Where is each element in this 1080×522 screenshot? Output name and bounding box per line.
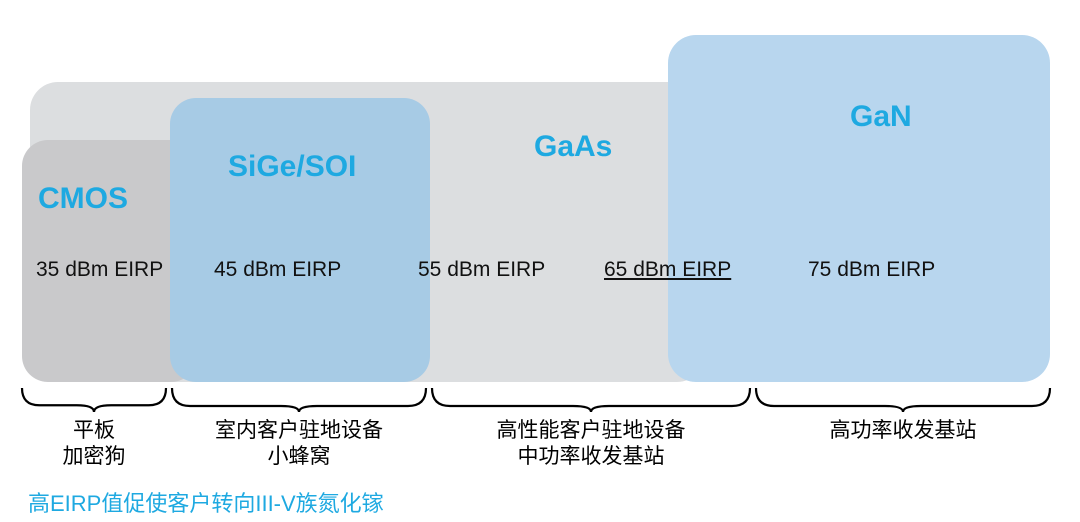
tech-box-sige [170,98,430,382]
diagram-stage: CMOS SiGe/SOI GaAs GaN 35 dBm EIRP 45 dBm EIR… [0,0,1080,522]
brace-b3 [432,388,750,414]
brace-label-b4: 高功率收发基站 [753,418,1053,444]
eirp-label-e45: 45 dBm EIRP [214,258,341,282]
tech-box-gan [668,35,1050,382]
footnote: 高EIRP值促使客户转向III-V族氮化镓 [28,486,384,518]
eirp-label-e65: 65 dBm EIRP [604,258,731,282]
brace-b2 [172,388,426,414]
brace-b1 [22,388,166,414]
tech-title-cmos_t: CMOS [38,182,128,216]
eirp-label-e55: 55 dBm EIRP [418,258,545,282]
brace-label-b1: 平板 加密狗 [19,418,169,471]
brace-b4 [756,388,1050,414]
tech-title-gan_t: GaN [850,100,912,134]
brace-label-b2: 室内客户驻地设备 小蜂窝 [169,418,429,471]
brace-label-b3: 高性能客户驻地设备 中功率收发基站 [431,418,751,471]
eirp-label-e75: 75 dBm EIRP [808,258,935,282]
tech-title-sige_t: SiGe/SOI [228,150,356,184]
eirp-label-e35: 35 dBm EIRP [36,258,163,282]
tech-title-gaas_t: GaAs [534,130,612,164]
